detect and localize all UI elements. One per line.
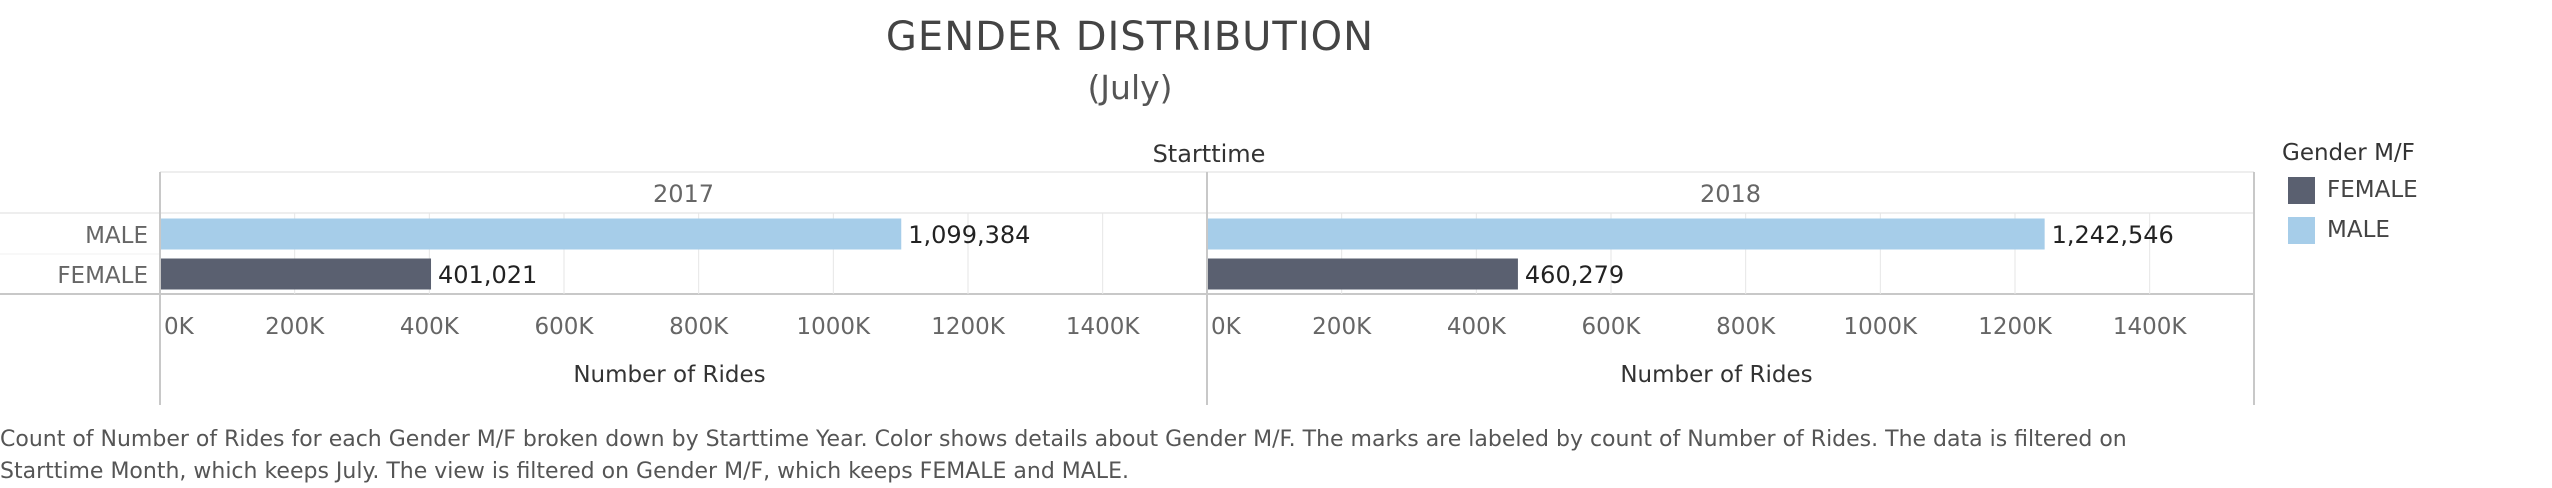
panel-header-2018: 2018 bbox=[1700, 180, 1761, 208]
x-tick-label: 1400K bbox=[1066, 314, 1141, 340]
x-tick-label: 1400K bbox=[2113, 314, 2188, 340]
category-label-female: FEMALE bbox=[57, 263, 148, 289]
x-tick-label: 400K bbox=[1447, 314, 1507, 340]
bar-2017-female bbox=[161, 258, 432, 290]
data-label-2018-male: 1,242,546 bbox=[2052, 221, 2174, 249]
x-tick-label: 1000K bbox=[797, 314, 872, 340]
x-tick-label: 1200K bbox=[1978, 314, 2053, 340]
chart-caption: Count of Number of Rides for each Gender… bbox=[0, 427, 2127, 484]
x-tick-label: 400K bbox=[400, 314, 460, 340]
bar-2017-male bbox=[161, 218, 902, 250]
x-tick-label: 200K bbox=[265, 314, 325, 340]
x-axis-title-2017: Number of Rides bbox=[573, 362, 765, 388]
chart-subtitle: (July) bbox=[1087, 68, 1173, 107]
bar-2018-female bbox=[1208, 258, 1518, 290]
category-label-male: MALE bbox=[85, 223, 148, 249]
x-tick-label: 200K bbox=[1312, 314, 1372, 340]
x-tick-label: 0K bbox=[1211, 314, 1242, 340]
legend-item-male[interactable]: MALE bbox=[2288, 216, 2390, 244]
chart-title: GENDER DISTRIBUTION bbox=[885, 14, 1375, 60]
legend-label-male: MALE bbox=[2327, 217, 2390, 243]
legend-item-female[interactable]: FEMALE bbox=[2288, 176, 2418, 204]
x-tick-label: 800K bbox=[1716, 314, 1776, 340]
legend-swatch-male bbox=[2288, 216, 2315, 244]
x-tick-label: 800K bbox=[669, 314, 729, 340]
legend-swatch-female bbox=[2288, 176, 2315, 204]
data-label-2017-female: 401,021 bbox=[438, 261, 537, 289]
column-header: Starttime bbox=[1152, 140, 1266, 168]
panel-header-2017: 2017 bbox=[653, 180, 714, 208]
bar-chart: MALE FEMALE 2017 1,099,384 401,021 0K 200K 400K… bbox=[0, 171, 2255, 405]
bar-2018-male bbox=[1208, 218, 2045, 250]
legend-title: Gender M/F bbox=[2282, 140, 2415, 166]
data-label-2017-male: 1,099,384 bbox=[908, 221, 1030, 249]
x-tick-label: 600K bbox=[1582, 314, 1642, 340]
x-tick-label: 1000K bbox=[1844, 314, 1919, 340]
x-axis-title-2018: Number of Rides bbox=[1620, 362, 1812, 388]
x-tick-label: 0K bbox=[164, 314, 195, 340]
data-label-2018-female: 460,279 bbox=[1525, 261, 1624, 289]
x-tick-label: 1200K bbox=[931, 314, 1006, 340]
x-tick-label: 600K bbox=[535, 314, 595, 340]
legend-label-female: FEMALE bbox=[2327, 177, 2418, 203]
